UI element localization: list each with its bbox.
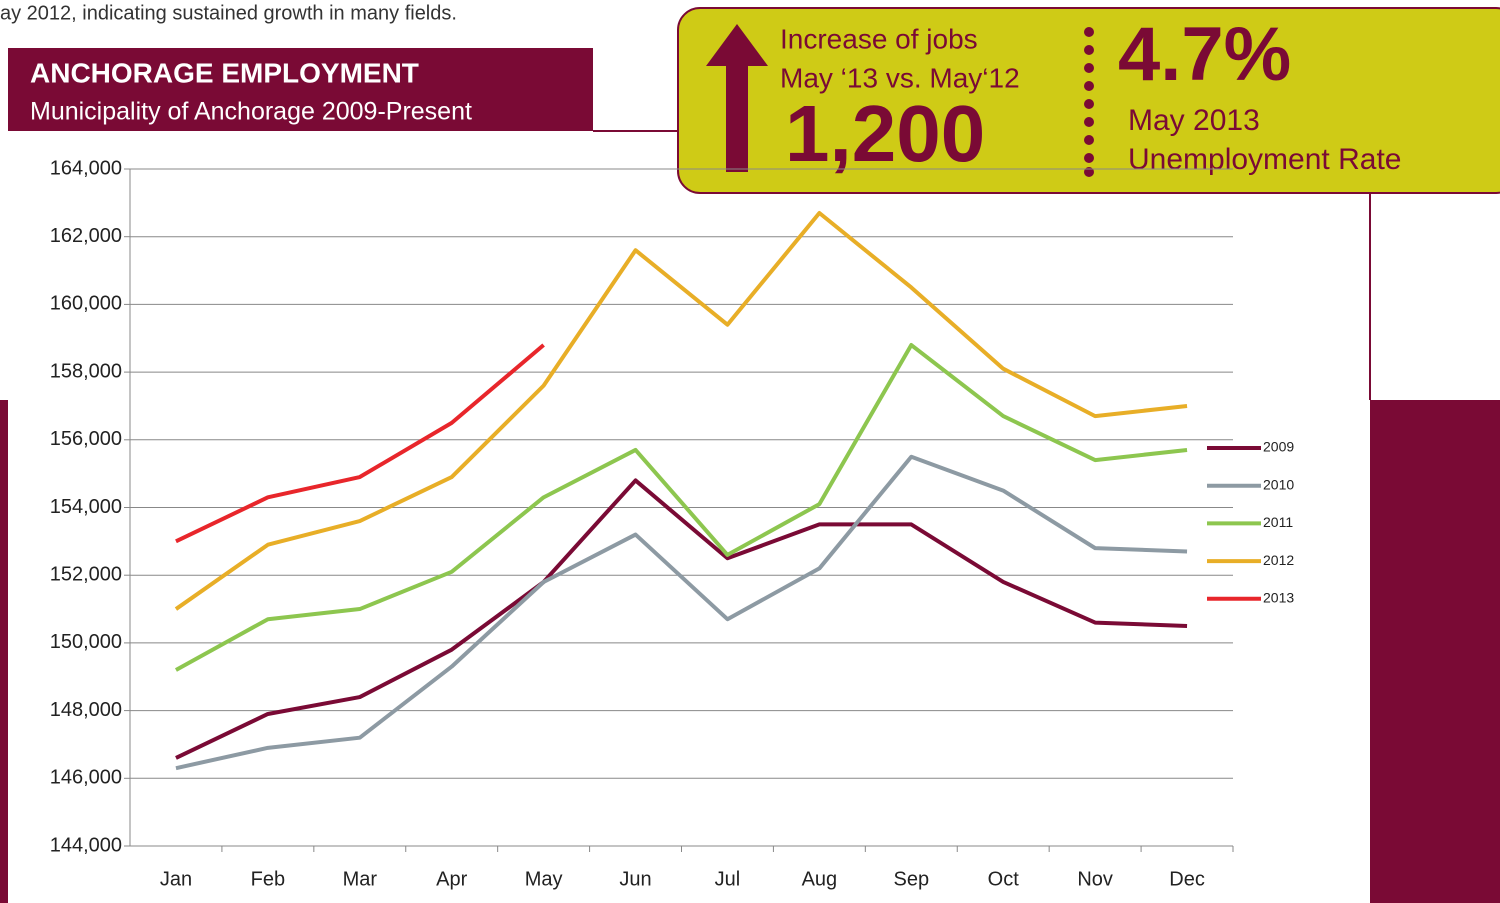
y-tick-label: 162,000 xyxy=(50,225,122,247)
x-tick-label: Oct xyxy=(988,868,1020,890)
legend-label: 2010 xyxy=(1263,476,1294,492)
y-tick-label: 156,000 xyxy=(50,428,122,450)
left-strip xyxy=(0,400,8,903)
legend-label: 2013 xyxy=(1263,590,1294,606)
header-title: ANCHORAGE EMPLOYMENT xyxy=(30,57,419,88)
plot: 144,000 146,000 148,000 150,000 152,000 154,0… xyxy=(50,157,1295,890)
series-line xyxy=(174,211,1188,611)
y-tick-label: 146,000 xyxy=(50,767,122,789)
rate-label: May 2013 xyxy=(1128,104,1260,137)
legend-label: 2012 xyxy=(1263,552,1294,568)
y-tick-label: 144,000 xyxy=(50,834,122,856)
series-line xyxy=(175,478,1188,760)
intro-text: ay 2012, indicating sustained growth in … xyxy=(0,2,457,24)
jobs-label: May ‘13 vs. May‘12 xyxy=(780,62,1020,93)
right-block xyxy=(1370,400,1500,903)
x-tick-label: Jan xyxy=(160,868,192,890)
jobs-value: 1,200 xyxy=(785,89,985,178)
y-tick-label: 158,000 xyxy=(50,360,122,382)
y-tick-label: 148,000 xyxy=(50,699,122,721)
series-line xyxy=(174,343,1188,672)
up-arrow xyxy=(706,24,768,172)
x-tick-label: Mar xyxy=(343,868,378,890)
series-line xyxy=(175,343,545,544)
x-tick-label: Jul xyxy=(715,868,741,890)
y-tick-label: 164,000 xyxy=(50,157,122,179)
rate-label: Unemployment Rate xyxy=(1128,143,1401,176)
series-line xyxy=(175,454,1188,771)
y-tick-label: 150,000 xyxy=(50,631,122,653)
jobs-label: Increase of jobs xyxy=(780,23,978,54)
x-tick-label: Nov xyxy=(1077,868,1113,890)
legend-label: 2009 xyxy=(1263,439,1294,455)
x-tick-label: Sep xyxy=(893,868,929,890)
header-subtitle: Municipality of Anchorage 2009-Present xyxy=(30,98,472,126)
y-tick-label: 160,000 xyxy=(50,293,122,315)
x-tick-label: Feb xyxy=(251,868,285,890)
rate-value: 4.7% xyxy=(1118,12,1291,97)
y-tick-label: 154,000 xyxy=(50,496,122,518)
header-box xyxy=(8,48,593,131)
x-tick-label: Aug xyxy=(802,868,838,890)
dot-divider xyxy=(1084,27,1094,177)
legend-label: 2011 xyxy=(1263,514,1293,530)
x-tick-label: Dec xyxy=(1169,868,1205,890)
x-tick-label: May xyxy=(525,868,563,890)
x-tick-label: Jun xyxy=(619,868,651,890)
y-tick-label: 152,000 xyxy=(50,563,122,585)
x-tick-label: Apr xyxy=(436,868,467,890)
